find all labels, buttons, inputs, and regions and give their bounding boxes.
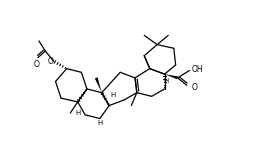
Polygon shape	[165, 74, 178, 79]
Text: H: H	[110, 92, 115, 98]
Text: OH: OH	[191, 65, 203, 74]
Polygon shape	[95, 77, 102, 93]
Text: H: H	[164, 78, 169, 84]
Text: O: O	[34, 60, 40, 69]
Text: O: O	[191, 83, 197, 92]
Text: H: H	[75, 110, 81, 116]
Text: H: H	[97, 120, 102, 126]
Text: O: O	[47, 57, 53, 66]
